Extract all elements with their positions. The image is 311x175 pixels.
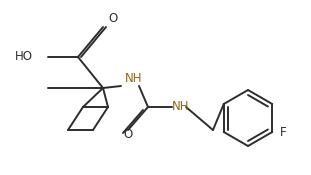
Text: F: F — [280, 125, 287, 138]
Text: NH: NH — [172, 100, 189, 114]
Text: O: O — [108, 12, 117, 26]
Text: HO: HO — [15, 51, 33, 64]
Text: NH: NH — [125, 72, 142, 86]
Text: O: O — [123, 128, 132, 142]
